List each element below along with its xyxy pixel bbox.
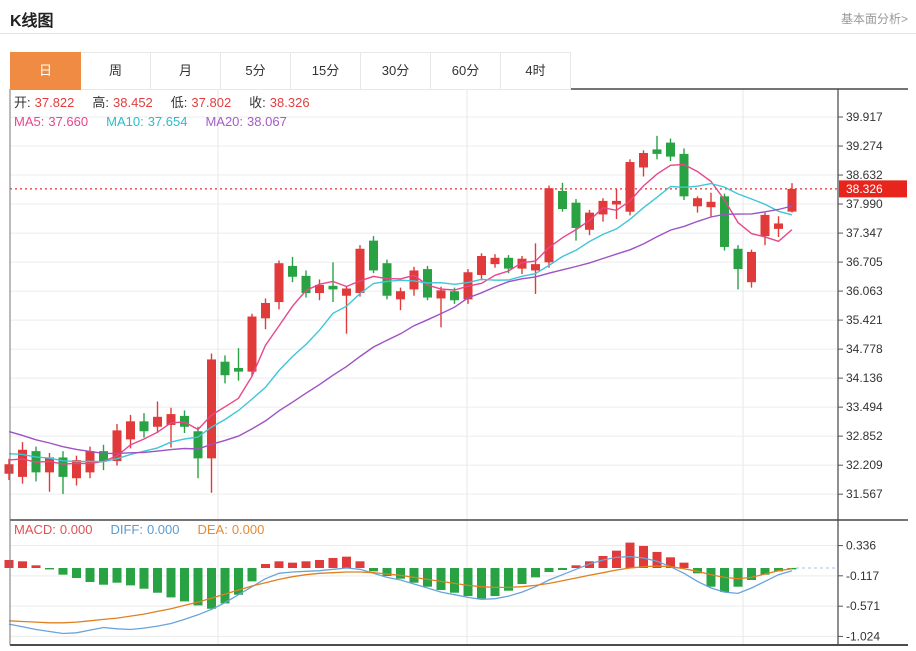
svg-text:39.917: 39.917	[846, 110, 883, 124]
svg-text:34.778: 34.778	[846, 342, 883, 356]
svg-text:-0.571: -0.571	[846, 599, 880, 613]
svg-text:0.336: 0.336	[846, 539, 876, 553]
diff-line	[8, 555, 793, 635]
macd-histogram	[4, 542, 797, 609]
ma10-line	[8, 182, 793, 463]
svg-text:32.852: 32.852	[846, 429, 883, 443]
svg-text:35.421: 35.421	[846, 313, 883, 327]
svg-text:-0.117: -0.117	[846, 569, 879, 583]
svg-text:33.494: 33.494	[846, 400, 883, 414]
svg-text:38.632: 38.632	[846, 168, 883, 182]
svg-text:36.705: 36.705	[846, 255, 883, 269]
svg-text:38.326: 38.326	[846, 182, 883, 196]
ma5-line	[8, 163, 793, 465]
tab-5分[interactable]: 5分	[221, 52, 291, 90]
period-tabbar: 日周月 5分 15分 30分 60分 4时	[10, 52, 571, 90]
candles	[4, 135, 797, 495]
tab-15分[interactable]: 15分	[291, 52, 361, 90]
tab-4时[interactable]: 4时	[501, 52, 571, 90]
page-title: K线图	[10, 13, 54, 30]
svg-text:36.063: 36.063	[846, 284, 883, 298]
svg-text:37.347: 37.347	[846, 226, 883, 240]
svg-text:39.274: 39.274	[846, 139, 883, 153]
svg-text:-1.024: -1.024	[846, 629, 880, 643]
tab-周[interactable]: 周	[81, 52, 151, 90]
tab-日[interactable]: 日	[10, 52, 81, 90]
svg-text:32.209: 32.209	[846, 458, 883, 472]
tab-60分[interactable]: 60分	[431, 52, 501, 90]
grid-lines	[10, 89, 838, 644]
tab-月[interactable]: 月	[151, 52, 221, 90]
svg-text:34.136: 34.136	[846, 371, 883, 385]
ma20-line	[8, 205, 793, 455]
title-divider	[0, 33, 916, 34]
dea-line	[8, 565, 793, 624]
borders	[9, 88, 908, 646]
svg-text:31.567: 31.567	[846, 487, 883, 501]
tab-30分[interactable]: 30分	[361, 52, 431, 90]
axis-labels: 39.917 39.274 38.632 37.990 37.347 36.705 36.0…	[838, 110, 883, 643]
fundamental-analysis-link[interactable]: 基本面分析>	[840, 12, 908, 26]
current-price-badge: 38.326	[839, 180, 907, 198]
svg-text:37.990: 37.990	[846, 197, 883, 211]
